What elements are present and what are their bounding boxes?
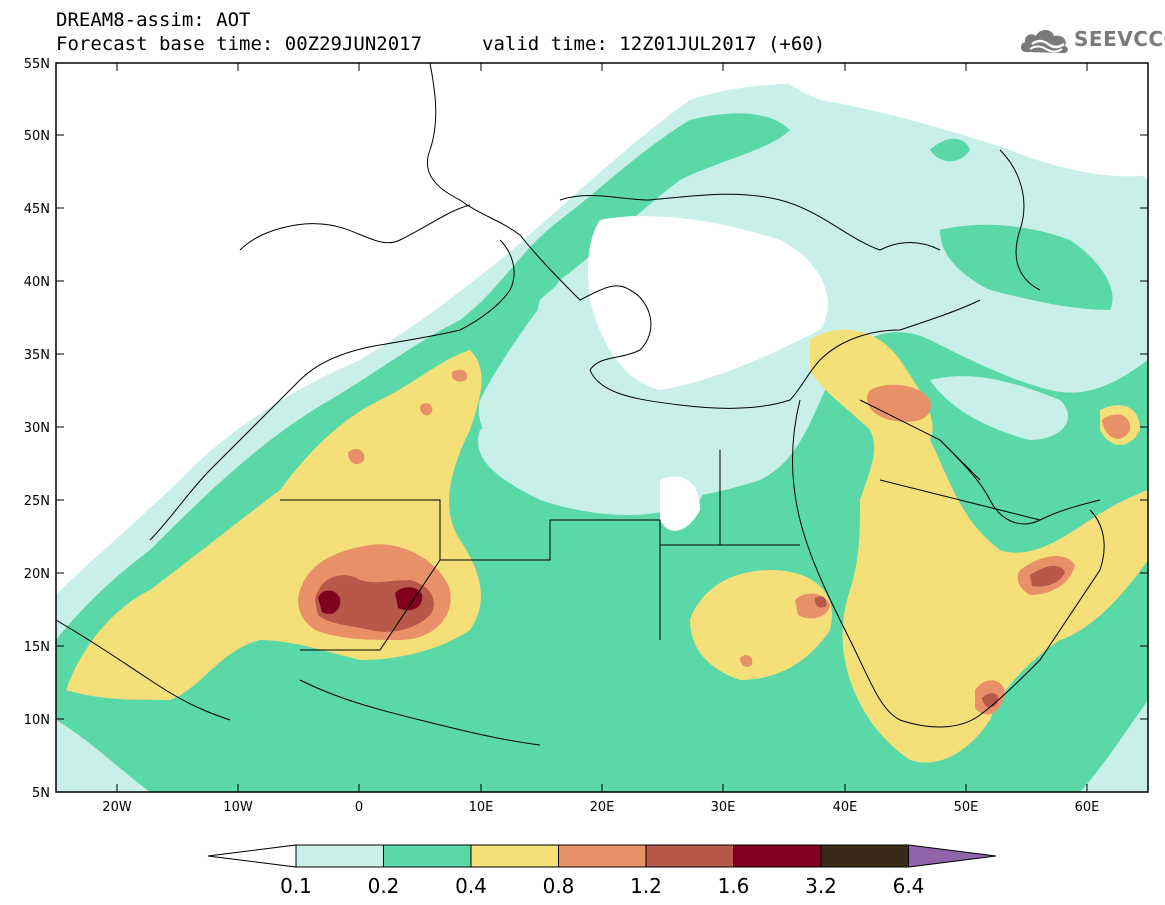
aot-none [56, 63, 1148, 560]
coastlines [56, 63, 1105, 746]
lat-tick-label: 45N [24, 202, 50, 217]
lat-tick-label: 35N [24, 348, 50, 363]
colorbar-swatch [295, 844, 384, 868]
lat-tick-label: 5N [32, 786, 50, 801]
lon-tick-label: 0 [355, 800, 363, 815]
colorbar-label: 0.8 [543, 874, 575, 898]
logo-text: SEEVCCC [1074, 27, 1165, 51]
aot-level-1.6 [318, 587, 423, 615]
colorbar-label: 1.2 [630, 874, 662, 898]
colorbar-swatch [645, 844, 734, 868]
lat-tick-label: 55N [24, 57, 50, 72]
colorbar-label: 3.2 [805, 874, 837, 898]
lon-tick-label: 40E [833, 800, 858, 815]
colorbar-swatch [470, 844, 559, 868]
map-title: DREAM8-assim: AOT [56, 9, 251, 31]
lat-tick-label: 20N [24, 567, 50, 582]
colorbar-label: 6.4 [893, 874, 925, 898]
lat-axis: 5N 10N 15N 20N 25N 30N 35N 40N 45N 50N 5… [24, 57, 1148, 801]
lat-tick-label: 30N [24, 421, 50, 436]
lat-tick-label: 15N [24, 640, 50, 655]
colorbar-label: 0.1 [280, 874, 312, 898]
colorbar-label: 0.4 [455, 874, 487, 898]
cloud-icon [1020, 30, 1068, 54]
lat-tick-label: 10N [24, 713, 50, 728]
colorbar-label: 1.6 [718, 874, 750, 898]
lon-tick-label: 20W [102, 800, 132, 815]
seevccc-logo: SEEVCCC [1018, 24, 1165, 58]
colorbar-swatch [558, 844, 647, 868]
colorbar-label: 0.2 [368, 874, 400, 898]
colorbar: 0.1 0.2 0.4 0.8 1.2 1.6 3.2 6.4 [207, 844, 997, 898]
lat-tick-label: 40N [24, 275, 50, 290]
aot-contours [56, 63, 1148, 792]
aot-interior-low [478, 271, 1069, 515]
colorbar-under-arrow [207, 844, 297, 868]
lon-axis: 20W 10W 0 10E 20E 30E 40E 50E 60E [102, 63, 1099, 815]
colorbar-swatch [820, 844, 909, 868]
lat-tick-label: 50N [24, 129, 50, 144]
lon-tick-label: 50E [954, 800, 979, 815]
lon-tick-label: 60E [1075, 800, 1100, 815]
valid-time: valid time: 12Z01JUL2017 (+60) [482, 33, 826, 55]
colorbar-over-arrow [908, 844, 997, 868]
lon-tick-label: 20E [590, 800, 615, 815]
lon-tick-label: 10W [223, 800, 253, 815]
forecast-base-time: Forecast base time: 00Z29JUN2017 [56, 33, 423, 55]
lon-tick-label: 10E [469, 800, 494, 815]
colorbar-swatch [733, 844, 822, 868]
colorbar-swatch [383, 844, 472, 868]
lat-tick-label: 25N [24, 494, 50, 509]
lon-tick-label: 30E [711, 800, 736, 815]
